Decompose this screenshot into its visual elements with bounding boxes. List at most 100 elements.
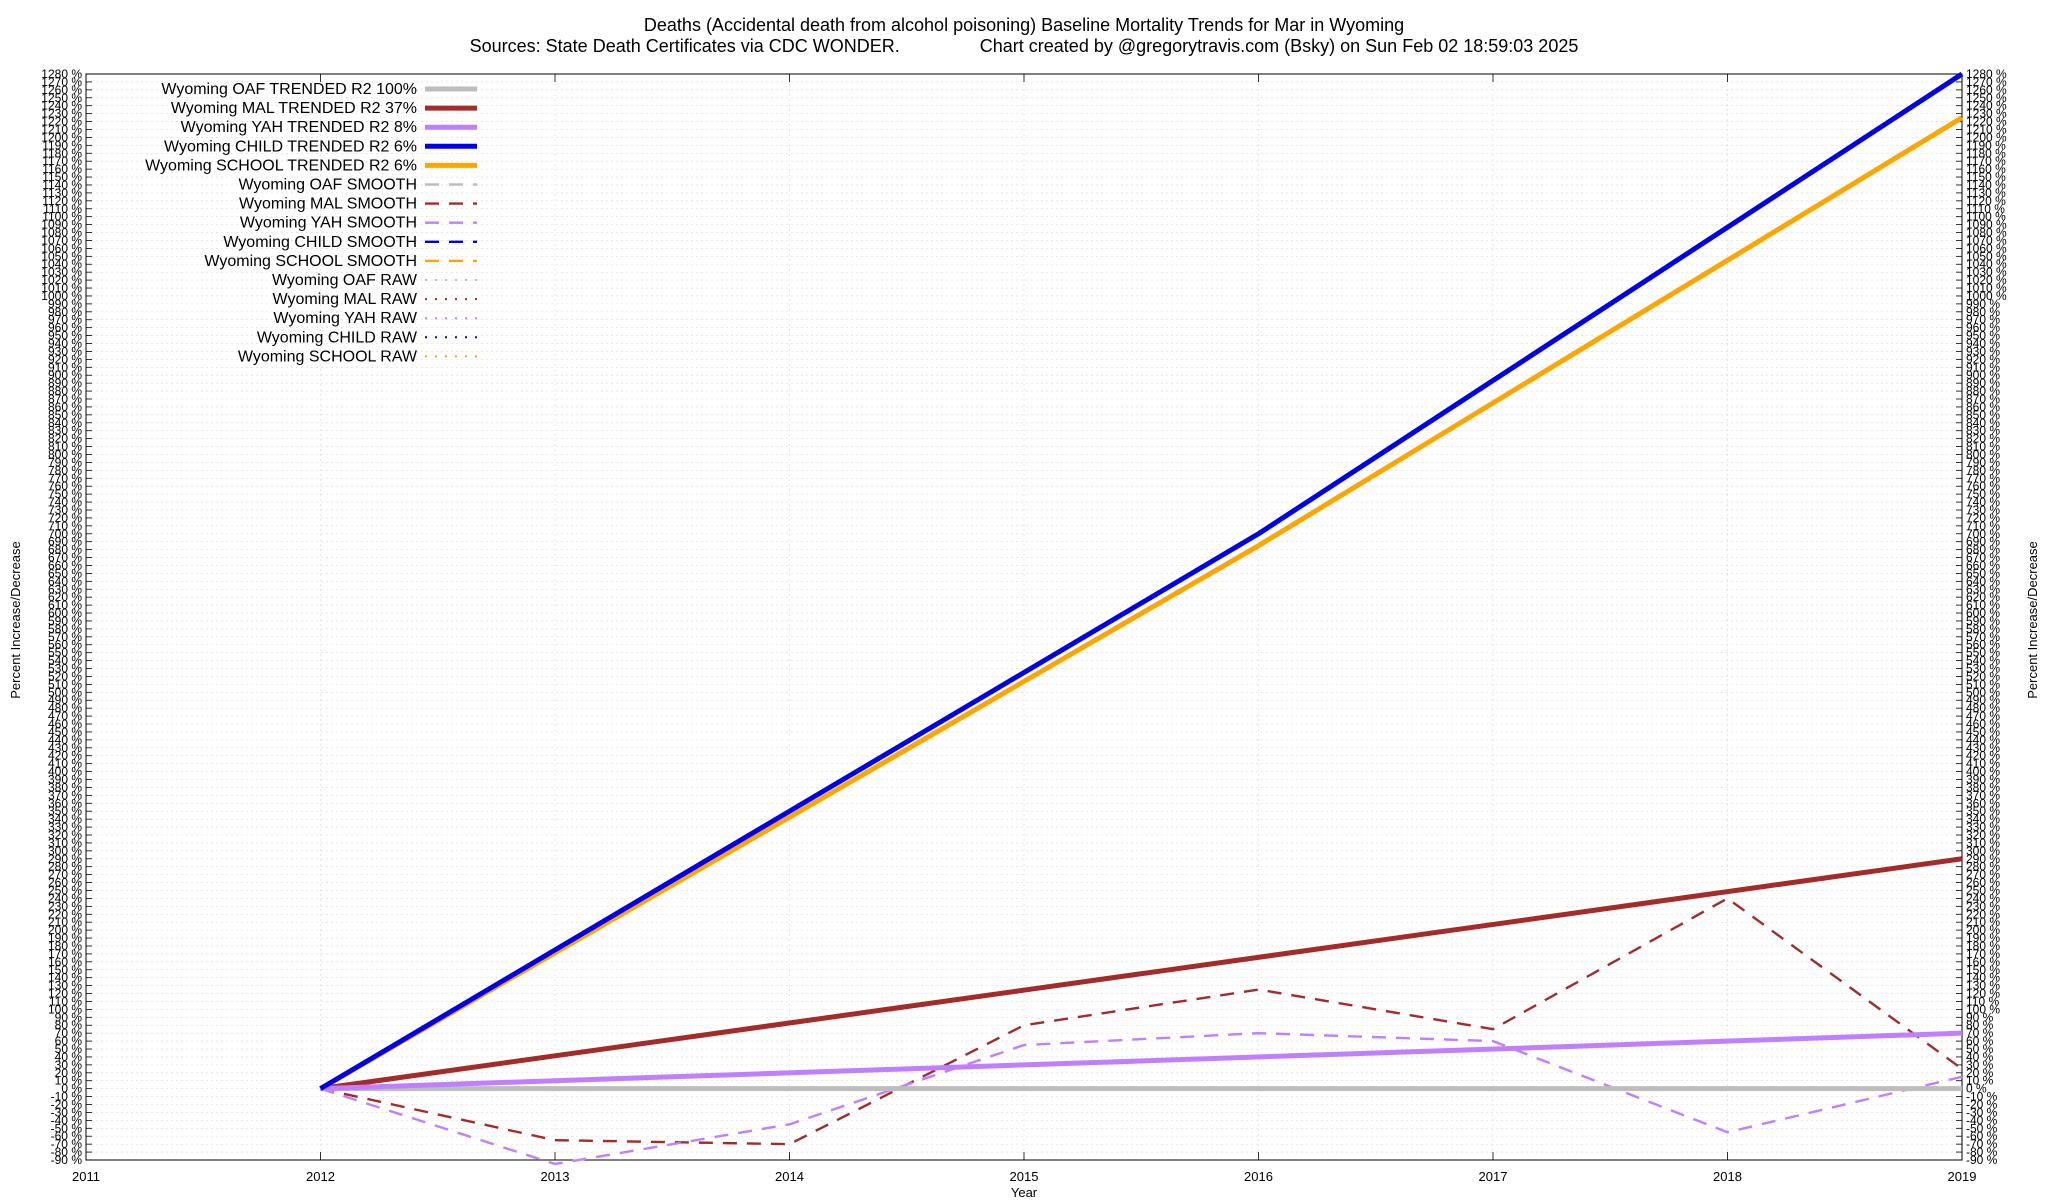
y-tick-label-left: 170 %: [48, 947, 82, 961]
y-tick-label-right: 160 %: [1966, 955, 2000, 969]
y-tick-label-right: 630 %: [1966, 582, 2000, 596]
y-tick-label-right: 420 %: [1966, 749, 2000, 763]
y-tick-label-right: 150 %: [1966, 963, 2000, 977]
y-tick-label-right: 1150 %: [1966, 170, 2006, 184]
y-tick-label-right: 1270 %: [1966, 75, 2007, 89]
y-tick-label-right: 780 %: [1966, 463, 2000, 477]
y-tick-label-right: 1220 %: [1966, 115, 2007, 129]
y-tick-label-right: 850 %: [1966, 408, 2000, 422]
y-tick-label-left: 880 %: [48, 384, 82, 398]
y-tick-label-left: 970 %: [48, 313, 82, 327]
y-tick-label-left: 100 %: [48, 1002, 82, 1016]
y-tick-label-left: 740 %: [48, 495, 82, 509]
y-tick-label-right: 910 %: [1966, 360, 2000, 374]
y-tick-label-right: 510 %: [1966, 677, 2000, 691]
y-tick-label-left: 1200 %: [41, 130, 82, 144]
y-tick-label-left: 670 %: [48, 551, 82, 565]
y-tick-label-left: 1070 %: [41, 233, 82, 247]
y-tick-label-left: 230 %: [48, 899, 82, 913]
legend-label: Wyoming CHILD TRENDED R2 6%: [164, 138, 417, 155]
y-tick-label-left: 1160 %: [42, 162, 82, 176]
y-tick-label-left: 660 %: [48, 558, 82, 572]
y-tick-label-right: 480 %: [1966, 701, 2000, 715]
y-tick-label-right: 1030 %: [1966, 265, 2007, 279]
legend-label: Wyoming MAL RAW: [273, 291, 418, 308]
y-tick-label-left: 70 %: [55, 1026, 83, 1040]
y-tick-label-right: 650 %: [1966, 566, 2000, 580]
y-tick-label-left: 60 %: [55, 1034, 83, 1048]
y-tick-label-right: 990 %: [1966, 297, 2000, 311]
y-tick-label-right: -60 %: [1966, 1129, 1998, 1143]
y-tick-label-right: 760 %: [1966, 479, 2000, 493]
y-tick-label-right: 930 %: [1966, 344, 2000, 358]
y-tick-label-right: 940 %: [1966, 337, 2000, 351]
y-tick-label-right: 110 %: [1966, 994, 1999, 1008]
y-tick-label-right: 1020 %: [1966, 273, 2007, 287]
y-tick-label-right: -70 %: [1966, 1137, 1998, 1151]
y-tick-label-left: 770 %: [48, 471, 82, 485]
series-line-wyoming-yah-trended-r2-8-: [320, 1030, 1963, 1092]
y-tick-label-right: 570 %: [1966, 630, 2000, 644]
y-tick-label-left: 870 %: [48, 392, 82, 406]
y-tick-label-left: 640 %: [48, 574, 82, 588]
y-tick-label-right: 830 %: [1966, 424, 2000, 438]
y-tick-label-right: 140 %: [1966, 971, 2000, 985]
y-tick-label-left: 480 %: [48, 701, 82, 715]
y-tick-label-right: -90 %: [1966, 1153, 1998, 1167]
y-tick-label-right: 600 %: [1966, 606, 2000, 620]
y-tick-label-right: 60 %: [1966, 1034, 1994, 1048]
y-tick-label-right: 680 %: [1966, 543, 2000, 557]
y-tick-label-right: 170 %: [1966, 947, 2000, 961]
x-tick-label: 2013: [541, 1169, 570, 1184]
y-tick-label-right: -10 %: [1966, 1090, 1998, 1104]
y-tick-label-left: 20 %: [55, 1066, 83, 1080]
y-tick-label-left: 620 %: [48, 590, 82, 604]
y-tick-label-left: 470 %: [48, 709, 82, 723]
y-tick-label-right: 200 %: [1966, 923, 2000, 937]
y-tick-label-left: 1260 %: [41, 83, 82, 97]
y-tick-label-right: 550 %: [1966, 646, 2000, 660]
y-tick-label-left: 220 %: [48, 907, 82, 921]
x-axis-label: Year: [1011, 1185, 1038, 1200]
y-tick-label-right: 240 %: [1966, 891, 2000, 905]
y-tick-label-left: 1140 %: [42, 178, 82, 192]
y-tick-label-left: 720 %: [48, 511, 82, 525]
y-tick-label-right: 190 %: [1966, 931, 2000, 945]
y-tick-label-right: 1000 %: [1966, 289, 2007, 303]
y-tick-label-right: 730 %: [1966, 503, 2000, 517]
y-tick-label-left: 650 %: [48, 566, 82, 580]
y-tick-label-left: 1030 %: [41, 265, 82, 279]
legend-label: Wyoming YAH SMOOTH: [240, 215, 417, 232]
legend-label: Wyoming CHILD RAW: [257, 329, 418, 346]
y-tick-label-right: 490 %: [1966, 693, 2000, 707]
y-tick-label-left: 190 %: [48, 931, 82, 945]
y-tick-label-right: 530 %: [1966, 662, 2000, 676]
y-tick-label-left: 560 %: [48, 638, 82, 652]
y-tick-label-left: 1170 %: [42, 154, 82, 168]
y-tick-label-right: 80 %: [1966, 1018, 1994, 1032]
y-tick-label-left: 110 %: [49, 994, 82, 1008]
y-tick-label-left: 590 %: [48, 614, 82, 628]
y-tick-label-right: 590 %: [1966, 614, 2000, 628]
y-tick-label-right: 980 %: [1966, 305, 2000, 319]
y-tick-label-left: 80 %: [55, 1018, 83, 1032]
chart-title: Deaths (Accidental death from alcohol po…: [644, 15, 1404, 35]
y-tick-label-left: 580 %: [48, 622, 82, 636]
series-line-wyoming-mal-trended-r2-37-: [320, 856, 1963, 1092]
y-tick-label-left: 550 %: [48, 646, 82, 660]
y-tick-label-left: 600 %: [48, 606, 82, 620]
y-tick-label-left: 830 %: [48, 424, 82, 438]
y-tick-label-right: 410 %: [1966, 757, 2000, 771]
y-tick-label-right: 270 %: [1966, 868, 2000, 882]
y-tick-label-left: 780 %: [48, 463, 82, 477]
y-tick-label-left: -60 %: [51, 1129, 83, 1143]
y-tick-label-left: 520 %: [48, 669, 82, 683]
y-tick-label-left: 1120 %: [42, 194, 82, 208]
y-tick-label-left: 360 %: [48, 796, 82, 810]
y-tick-label-right: 660 %: [1966, 558, 2000, 572]
y-tick-label-right: 50 %: [1966, 1042, 1994, 1056]
y-tick-label-right: 300 %: [1966, 844, 2000, 858]
y-tick-label-left: 630 %: [48, 582, 82, 596]
y-tick-label-right: 430 %: [1966, 741, 2000, 755]
y-tick-label-right: 880 %: [1966, 384, 2000, 398]
